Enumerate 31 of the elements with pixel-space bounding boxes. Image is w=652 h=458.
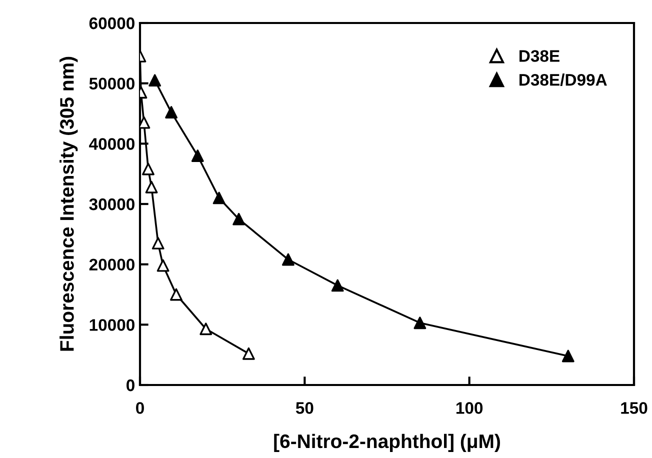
point	[200, 322, 212, 336]
point	[152, 237, 164, 250]
y-tick-label: 0	[126, 379, 134, 392]
point	[232, 212, 246, 226]
point	[145, 180, 158, 194]
point	[331, 279, 344, 292]
point	[242, 347, 255, 360]
point	[212, 192, 226, 204]
y-tick-label: 60000	[89, 17, 134, 30]
y-tick-label: 50000	[89, 78, 134, 90]
x-tick-label: 150	[621, 402, 648, 414]
point	[142, 162, 154, 176]
legend-label: D38E	[520, 50, 560, 62]
point	[282, 253, 294, 266]
x-tick-label: 100	[456, 402, 483, 414]
x-tick-label: 0	[136, 402, 144, 414]
point	[170, 288, 182, 301]
y-tick-label: 40000	[89, 138, 134, 150]
point	[156, 259, 170, 272]
y-tick-label: 20000	[89, 258, 134, 271]
legend-label: D38E/D99A	[520, 74, 607, 86]
x-tick-label: 50	[296, 402, 314, 414]
point	[191, 150, 204, 162]
point	[414, 316, 426, 330]
y-tick-label: 10000	[90, 319, 134, 331]
point	[148, 74, 162, 87]
y-tick-label: 30000	[89, 198, 134, 210]
x-axis-title: [6-Nitro-2-naphthol] (μM)	[274, 434, 500, 452]
point	[562, 350, 574, 362]
y-axis-title: Fluorescence Intensity (305 nm)	[60, 56, 78, 351]
point	[165, 106, 178, 119]
